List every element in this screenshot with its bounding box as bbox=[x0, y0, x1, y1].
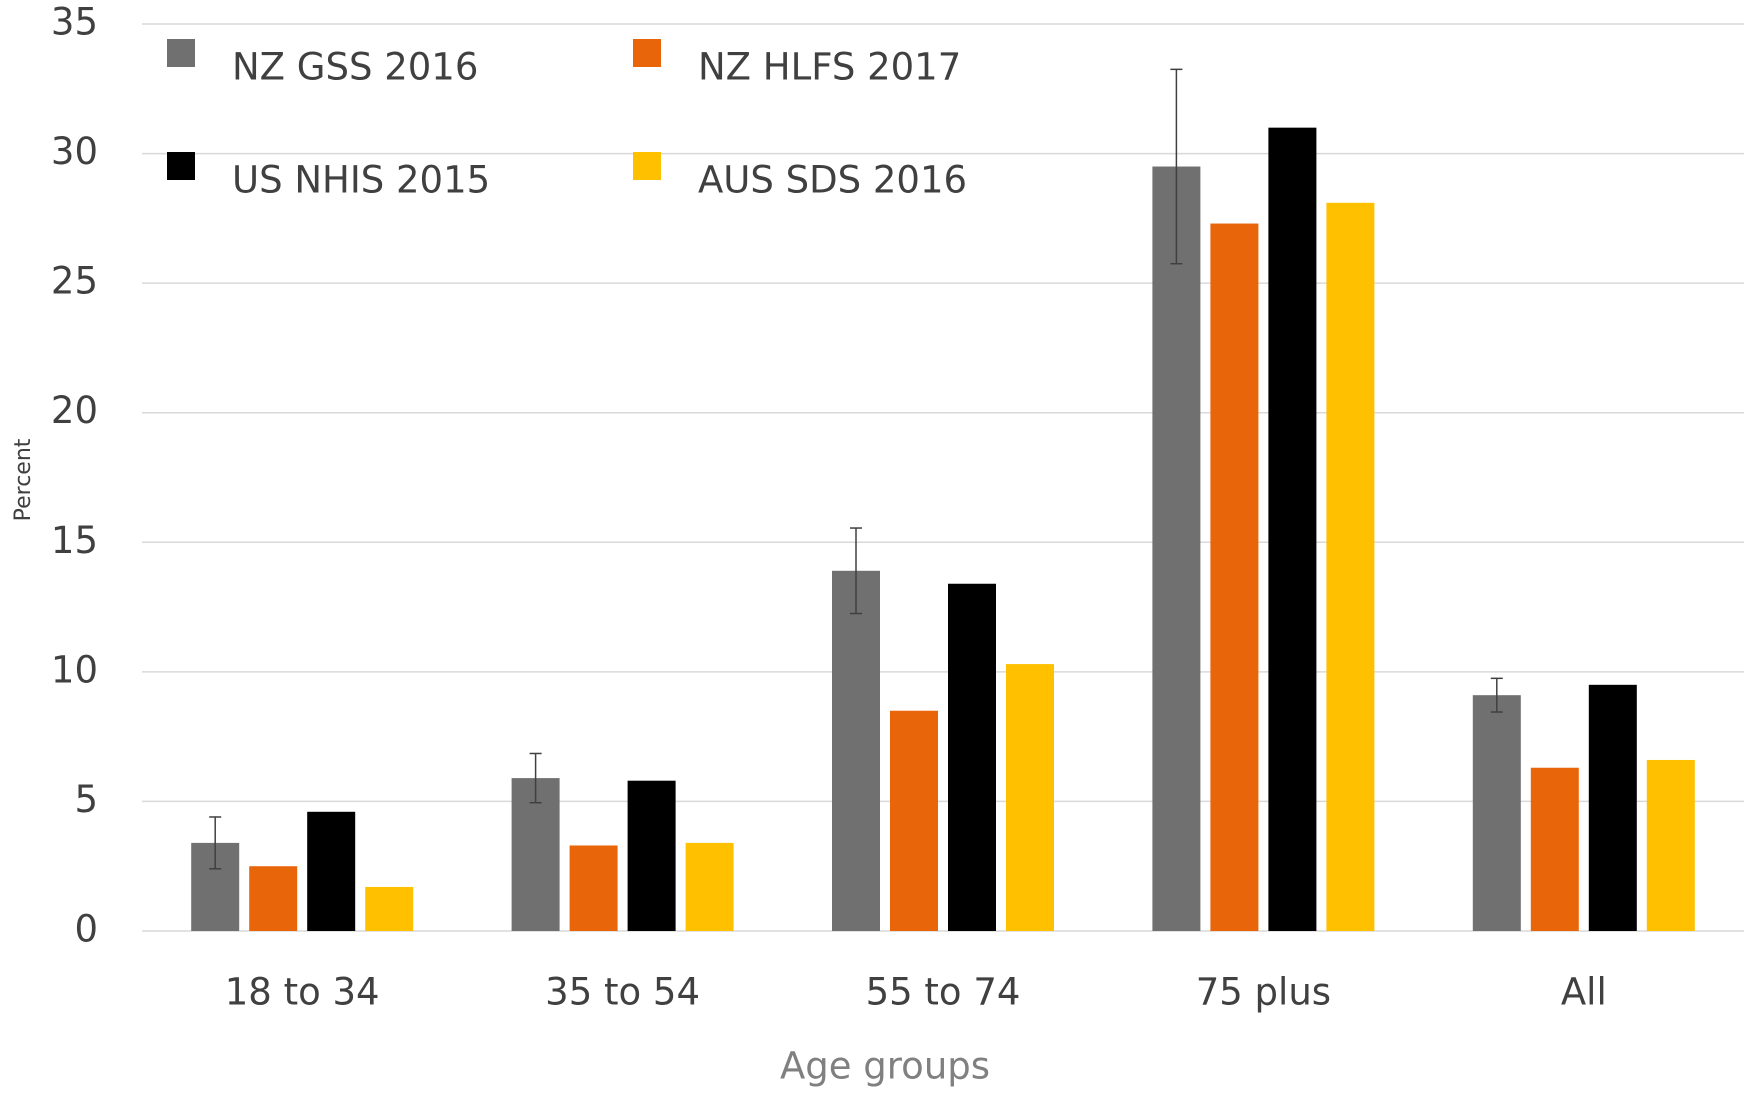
bar bbox=[1472, 695, 1521, 931]
error-bar bbox=[1170, 68, 1183, 265]
y-tick-label: 5 bbox=[74, 778, 98, 821]
bar bbox=[1006, 664, 1054, 931]
legend-label: NZ HLFS 2017 bbox=[698, 46, 961, 89]
error-bar bbox=[529, 752, 542, 804]
bar bbox=[511, 778, 560, 931]
y-tick-label: 15 bbox=[51, 519, 98, 562]
bar bbox=[1152, 166, 1201, 931]
bar bbox=[307, 811, 356, 931]
x-axis-label: Age groups bbox=[780, 1045, 990, 1088]
bar bbox=[832, 570, 880, 931]
legend-swatch bbox=[633, 39, 661, 67]
legend-label: US NHIS 2015 bbox=[232, 159, 490, 202]
x-tick-label: 55 to 74 bbox=[866, 971, 1021, 1014]
bar bbox=[948, 583, 996, 931]
y-tick-label: 35 bbox=[51, 1, 98, 44]
error-bar bbox=[1490, 677, 1503, 713]
error-bar bbox=[209, 816, 222, 870]
bar bbox=[1326, 202, 1375, 931]
y-tick-label: 30 bbox=[51, 130, 98, 173]
y-axis-label: Percent bbox=[11, 438, 36, 521]
x-tick-label: 18 to 34 bbox=[225, 971, 380, 1014]
bar bbox=[627, 780, 676, 931]
bar bbox=[685, 842, 734, 931]
x-tick-label: 75 plus bbox=[1196, 971, 1331, 1014]
bar bbox=[1530, 767, 1579, 931]
x-tick-label: 35 to 54 bbox=[545, 971, 700, 1014]
bar bbox=[1268, 127, 1317, 931]
y-tick-label: 10 bbox=[51, 648, 98, 691]
y-tick-label: 20 bbox=[51, 389, 98, 432]
bar bbox=[365, 886, 414, 931]
error-bar bbox=[850, 527, 862, 615]
bar bbox=[569, 845, 618, 931]
y-tick-label: 25 bbox=[51, 260, 98, 303]
bar bbox=[249, 866, 298, 931]
bar bbox=[890, 710, 938, 931]
legend-label: NZ GSS 2016 bbox=[232, 46, 478, 89]
bar bbox=[1646, 759, 1695, 931]
legend-label: AUS SDS 2016 bbox=[698, 159, 967, 202]
legend-swatch bbox=[633, 152, 661, 180]
legend-swatch bbox=[167, 39, 195, 67]
y-tick-label: 0 bbox=[74, 908, 98, 951]
x-tick-label: All bbox=[1561, 971, 1607, 1014]
bar bbox=[1588, 684, 1637, 931]
legend-swatch bbox=[167, 152, 195, 180]
bar bbox=[1210, 223, 1259, 932]
